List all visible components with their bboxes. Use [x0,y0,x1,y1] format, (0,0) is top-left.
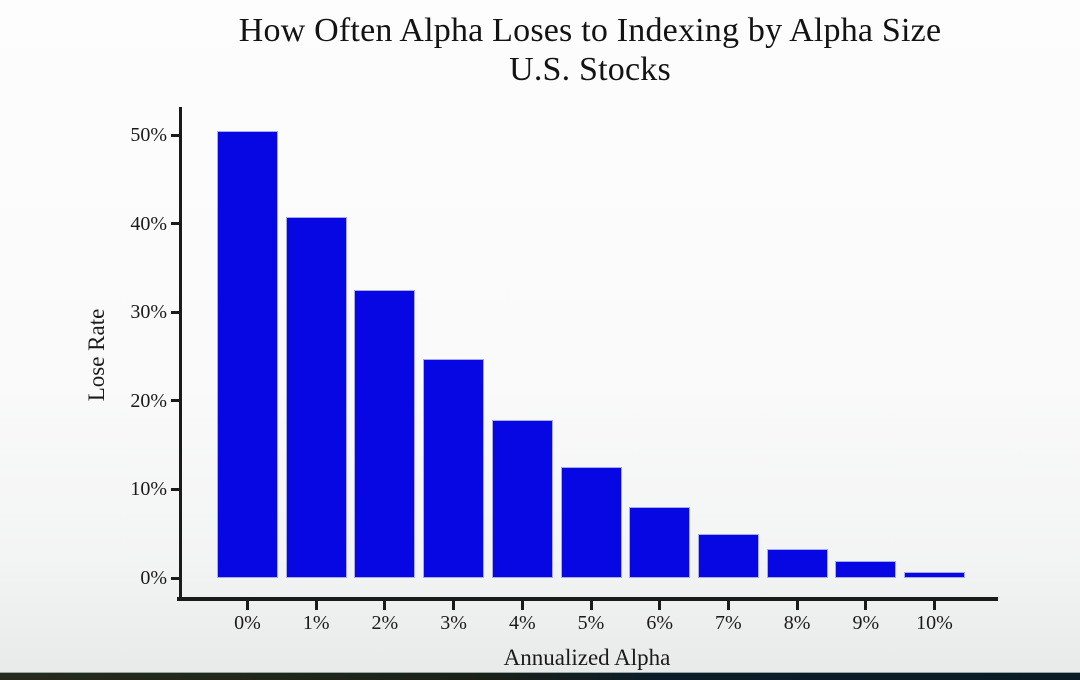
x-tick [520,601,524,610]
x-tick-label: 9% [852,612,880,634]
y-tick-label: 40% [130,212,167,235]
chart-subtitle: U.S. Stocks [509,51,671,88]
x-tick-label: 0% [234,612,261,634]
y-tick-label: 20% [130,389,167,412]
x-tick [726,601,730,610]
x-tick [795,601,799,610]
y-tick [171,487,180,491]
y-tick-label: 10% [130,478,167,501]
x-tick-label: 7% [715,612,742,634]
bar-8% [766,548,828,578]
y-tick-label: 50% [130,124,167,146]
x-tick [864,601,868,610]
y-tick [171,399,180,403]
y-tick-label: 30% [130,301,167,324]
x-tick [314,601,318,610]
x-tick [589,601,593,610]
x-tick [933,601,936,610]
x-tick [452,601,456,610]
bar-0% [217,131,278,578]
bar-9% [835,561,897,578]
x-axis-line [177,597,998,601]
next-video-frame-strip [0,672,1080,680]
bar-2% [354,290,416,578]
x-tick [658,601,662,610]
bar-6% [629,507,691,578]
y-tick [171,310,180,314]
y-axis-line [179,107,182,601]
x-tick-label: 6% [646,612,674,634]
y-axis-title: Lose Rate [84,308,109,402]
y-tick-label: 0% [140,567,167,589]
bar-4% [491,420,553,578]
bar-1% [285,216,347,578]
x-tick-label: 5% [577,612,605,634]
y-tick [171,576,180,580]
chart-title: How Often Alpha Loses to Indexing by Alp… [238,12,942,49]
x-tick [383,601,387,610]
bar-7% [697,533,759,578]
y-tick [171,133,180,137]
x-tick-label: 3% [440,612,467,634]
x-tick-label: 2% [371,612,399,634]
bar-10% [904,571,965,578]
x-tick-label: 4% [508,612,536,634]
x-tick-label: 10% [916,612,953,634]
x-tick-label: 8% [783,612,811,634]
chart-title-block: How Often Alpha Loses to Indexing by Alp… [150,10,1030,89]
x-tick-label: 1% [302,612,330,634]
bar-3% [423,359,485,578]
bar-5% [560,467,622,578]
x-axis-title: Annualized Alpha [503,645,671,670]
x-tick [246,601,249,610]
y-tick [171,222,180,226]
